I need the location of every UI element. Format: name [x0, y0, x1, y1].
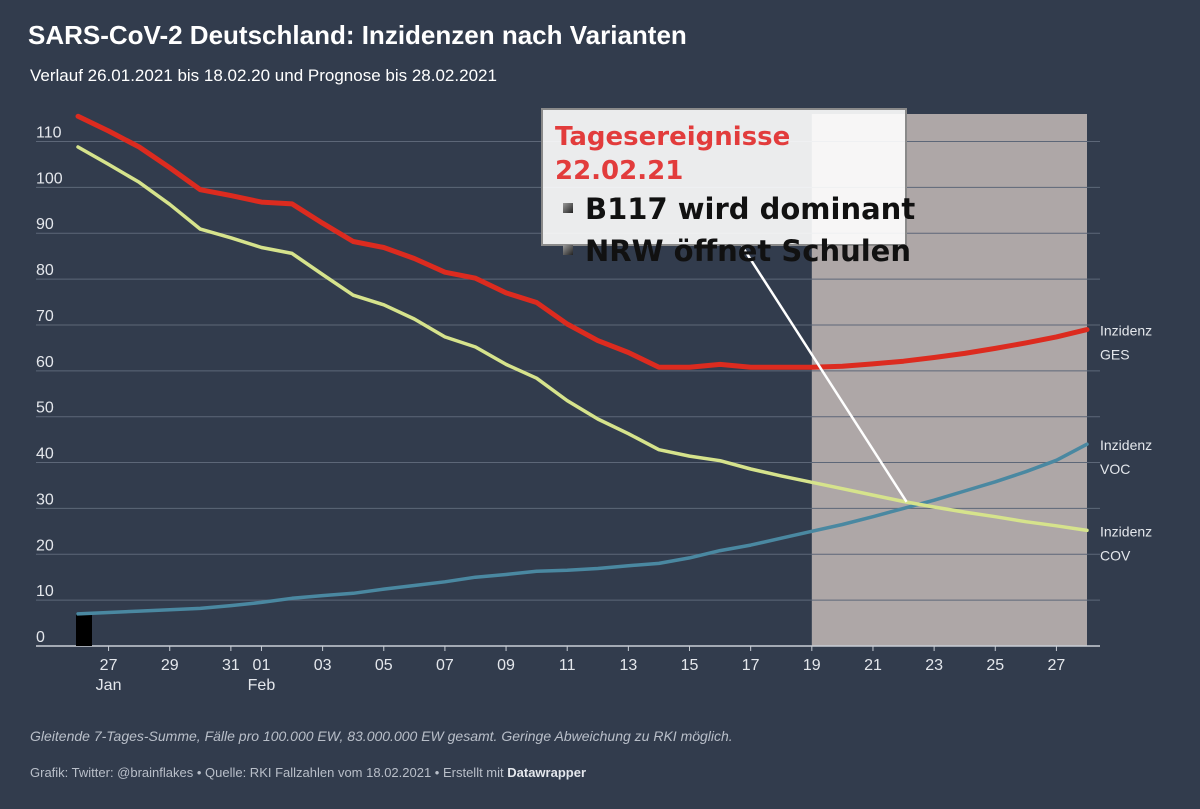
series-label: GES [1100, 347, 1130, 363]
y-tick-label: 10 [36, 583, 54, 600]
annotation-item: B117 wird dominant [555, 188, 915, 230]
x-tick-label: 27 [1048, 657, 1066, 674]
x-tick-label: 23 [925, 657, 943, 674]
x-tick-label: 25 [986, 657, 1004, 674]
y-tick-label: 20 [36, 537, 54, 554]
annotation-title: Tagesereignisse 22.02.21 [555, 122, 791, 186]
bullet-icon [563, 203, 573, 213]
x-tick-label: 29 [161, 657, 179, 674]
x-tick-label: 15 [681, 657, 699, 674]
annotation-item-text: B117 wird dominant [585, 192, 916, 226]
x-tick-label: 03 [314, 657, 332, 674]
x-tick-label: 01 [253, 657, 271, 674]
credits-brand: Datawrapper [507, 765, 586, 780]
x-tick-label: 17 [742, 657, 760, 674]
series-label: Inzidenz [1100, 437, 1152, 453]
x-tick-label: 31 [222, 657, 240, 674]
annotation-box: Tagesereignisse 22.02.21 B117 wird domin… [541, 108, 915, 268]
y-tick-label: 60 [36, 354, 54, 371]
y-tick-label: 40 [36, 446, 54, 463]
footnote: Gleitende 7-Tages-Summe, Fälle pro 100.0… [30, 728, 733, 744]
annotation-item: NRW öffnet Schulen [555, 230, 911, 272]
x-tick-label: 11 [559, 657, 576, 674]
x-tick-label: 07 [436, 657, 454, 674]
x-tick-label: 19 [803, 657, 821, 674]
series-label: VOC [1100, 461, 1130, 477]
series-line [75, 113, 1090, 370]
x-tick-label: 27 [100, 657, 118, 674]
chart-title: SARS-CoV-2 Deutschland: Inzidenzen nach … [28, 20, 687, 50]
annotation-item-text: NRW öffnet Schulen [585, 234, 911, 268]
start-marker [76, 613, 92, 646]
y-tick-label: 70 [36, 308, 54, 325]
x-tick-label: 09 [497, 657, 515, 674]
series-line [76, 145, 1089, 533]
series-label: Inzidenz [1100, 323, 1152, 339]
credits-text: Grafik: Twitter: @brainflakes • Quelle: … [30, 765, 508, 780]
y-tick-label: 110 [36, 125, 62, 142]
y-tick-label: 90 [36, 216, 54, 233]
y-tick-label: 100 [36, 170, 63, 187]
series-label: Inzidenz [1100, 523, 1152, 539]
y-tick-label: 50 [36, 400, 54, 417]
x-tick-label: 13 [619, 657, 637, 674]
bullet-icon [563, 245, 573, 255]
y-tick-label: 0 [36, 629, 45, 646]
x-tick-sublabel: Jan [96, 677, 122, 694]
credits: Grafik: Twitter: @brainflakes • Quelle: … [30, 765, 586, 780]
x-tick-sublabel: Feb [248, 677, 276, 694]
y-tick-label: 30 [36, 491, 54, 508]
series-label: COV [1100, 547, 1131, 563]
y-tick-label: 80 [36, 262, 54, 279]
annotation-pointer [740, 245, 908, 503]
x-tick-label: 21 [864, 657, 882, 674]
chart-subtitle: Verlauf 26.01.2021 bis 18.02.20 und Prog… [30, 66, 497, 85]
x-tick-label: 05 [375, 657, 393, 674]
